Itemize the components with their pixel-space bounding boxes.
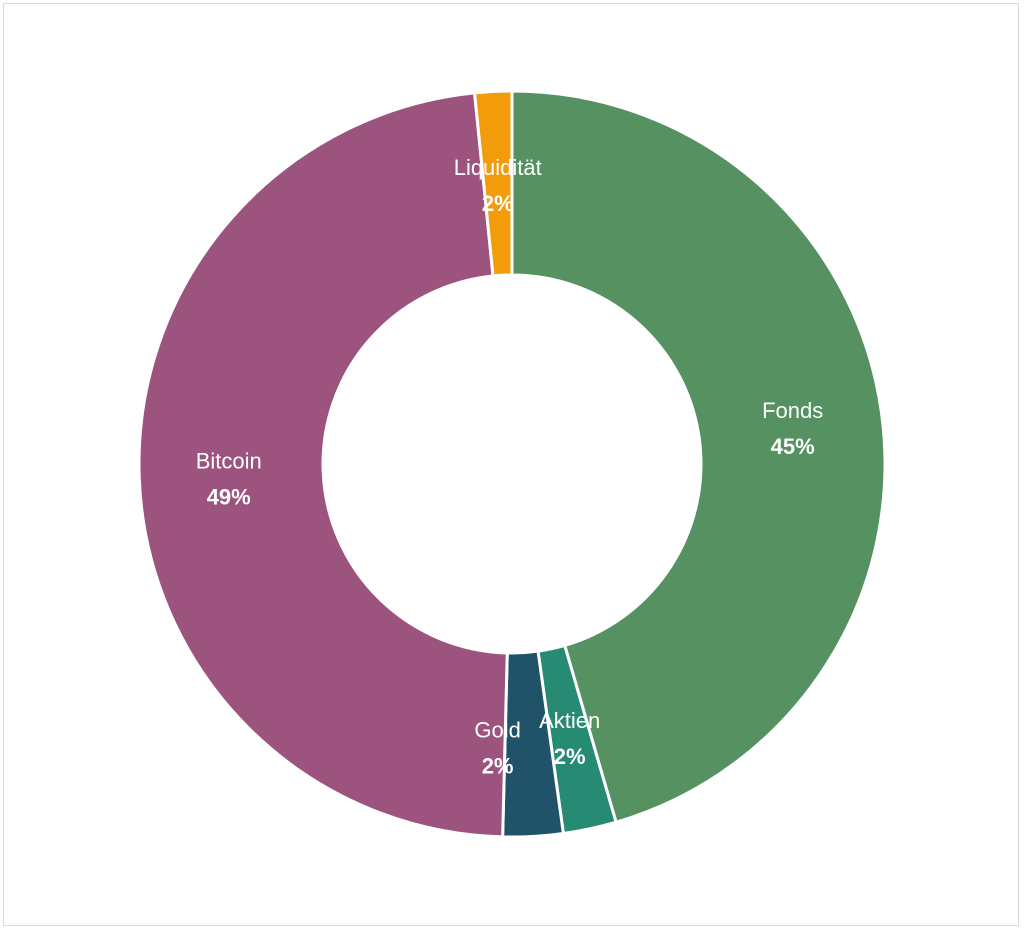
slice-percent-bitcoin: 49%: [207, 485, 251, 510]
slice-labels: Fonds 45% Aktien 2% Gold 2% Bitcoin 49% Liquidit…: [196, 155, 824, 779]
slice-percent-liquidit-t: 2%: [482, 191, 514, 216]
slice-liquidit-t: [472, 89, 514, 278]
slice-fonds: [510, 89, 887, 825]
slice-percent-fonds: 45%: [771, 434, 815, 459]
donut-slices: [137, 89, 887, 839]
slice-label-bitcoin: Bitcoin: [196, 449, 262, 474]
slice-label-aktien: Aktien: [539, 708, 600, 733]
slice-label-fonds: Fonds: [762, 398, 823, 423]
slice-bitcoin: [137, 91, 509, 839]
slice-percent-aktien: 2%: [554, 744, 586, 769]
slice-label-gold: Gold: [474, 718, 520, 743]
slice-label-liquidit-t: Liquidität: [454, 155, 542, 180]
slice-percent-gold: 2%: [482, 754, 514, 779]
